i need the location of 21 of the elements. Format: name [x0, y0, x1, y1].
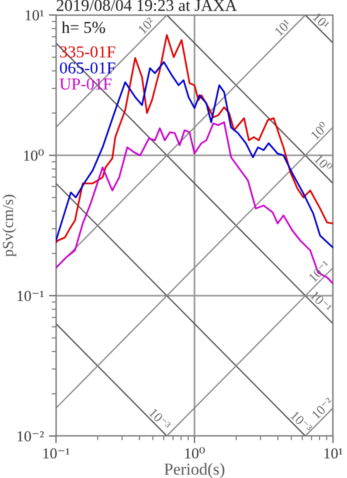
- x-axis-title: Period(s): [164, 463, 224, 478]
- annotation: 10¹: [274, 18, 292, 36]
- annotation: 10¹: [312, 12, 330, 30]
- chart-title: 2019/08/04 19:23 at JAXA: [56, 0, 237, 12]
- y-tick-label: 10¹: [26, 10, 44, 20]
- annotation: 10⁻¹: [308, 260, 331, 282]
- annotation: 10⁰: [314, 154, 334, 173]
- annotation: 10⁻³: [290, 410, 313, 434]
- annotation: 10⁻²: [311, 397, 334, 420]
- annotation: 10⁻³: [148, 408, 172, 430]
- y-axis-title: pSv(cm/s): [2, 194, 16, 257]
- annotation: 10⁰: [310, 120, 329, 140]
- x-tick-label: 10¹: [324, 448, 342, 459]
- x-tick-label: 10⁰: [185, 447, 205, 459]
- x-tick-label: 10⁻¹: [43, 448, 70, 459]
- y-tick-label: 10⁰: [24, 149, 44, 161]
- annotation: 10²: [138, 16, 156, 34]
- annotation: 10⁻¹: [310, 290, 332, 313]
- y-tick-label: 10⁻²: [18, 431, 44, 442]
- annotation: h= 5%: [62, 21, 106, 34]
- y-tick-label: 10⁻¹: [18, 290, 44, 302]
